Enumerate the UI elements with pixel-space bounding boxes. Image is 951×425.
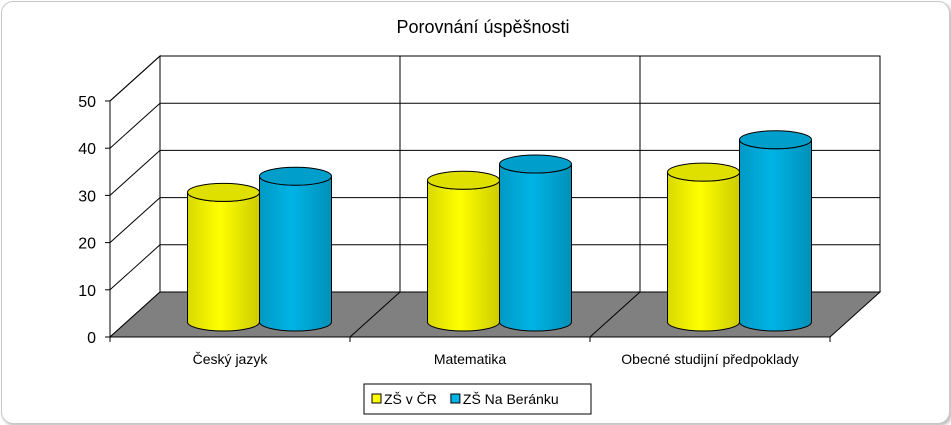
bar-body bbox=[667, 172, 740, 332]
y-tick-label: 30 bbox=[78, 188, 96, 205]
y-tick-label: 40 bbox=[78, 141, 96, 158]
gridline bbox=[109, 244, 161, 291]
bar bbox=[667, 162, 740, 332]
y-tick-label: 10 bbox=[78, 283, 96, 300]
bar-body bbox=[739, 139, 812, 332]
gridline bbox=[109, 197, 161, 243]
side-wall bbox=[109, 54, 161, 339]
bar-body bbox=[427, 180, 500, 332]
bar bbox=[187, 182, 260, 332]
legend-item: ZŠ v ČR bbox=[371, 391, 437, 407]
bar bbox=[499, 154, 572, 332]
x-tick-label: Obecné studijní předpoklady bbox=[621, 351, 798, 367]
gridline bbox=[109, 55, 161, 102]
bar bbox=[259, 166, 332, 332]
bar-top bbox=[427, 170, 500, 190]
y-tick-label: 0 bbox=[87, 330, 96, 347]
bar-body bbox=[499, 163, 572, 332]
gridline bbox=[109, 150, 161, 196]
legend: ZŠ v ČR ZŠ Na Beránku bbox=[363, 383, 592, 415]
legend-swatch bbox=[371, 393, 382, 404]
chart-title: Porovnání úspěšnosti bbox=[396, 17, 569, 37]
bar-top bbox=[667, 162, 740, 182]
bar-top bbox=[187, 182, 260, 202]
legend-box bbox=[363, 383, 592, 415]
legend-swatch bbox=[450, 393, 461, 404]
bar-top bbox=[499, 154, 572, 174]
plot-area: 0 10 20 30 40 50 Český jazyk Matematika Obecné s… bbox=[78, 54, 882, 367]
legend-label: ZŠ v ČR bbox=[384, 391, 437, 407]
category-divider bbox=[589, 291, 641, 338]
legend-item: ZŠ Na Beránku bbox=[450, 391, 559, 407]
y-tick-label: 20 bbox=[78, 236, 96, 253]
bar bbox=[427, 170, 500, 332]
y-tick-label: 50 bbox=[78, 94, 96, 111]
category-divider bbox=[349, 291, 401, 338]
bar-body bbox=[187, 192, 260, 332]
x-tick-label: Český jazyk bbox=[193, 351, 269, 367]
x-tick-label: Matematika bbox=[434, 351, 507, 367]
bar bbox=[739, 130, 812, 332]
bar-body bbox=[259, 176, 332, 332]
legend-label: ZŠ Na Beránku bbox=[463, 391, 559, 407]
bar-top bbox=[259, 166, 332, 186]
bar-top bbox=[739, 130, 812, 150]
gridline bbox=[109, 102, 161, 149]
